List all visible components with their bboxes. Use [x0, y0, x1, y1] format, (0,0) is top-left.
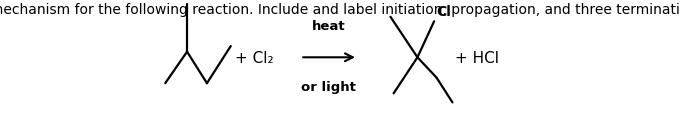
Text: or light: or light	[301, 80, 356, 93]
Text: Draw a mechanism for the following reaction. Include and label initiation, propa: Draw a mechanism for the following react…	[0, 3, 680, 17]
Text: heat: heat	[312, 20, 345, 33]
Text: Cl: Cl	[436, 5, 451, 19]
Text: + Cl₂: + Cl₂	[235, 50, 274, 65]
Text: + HCl: + HCl	[455, 50, 499, 65]
